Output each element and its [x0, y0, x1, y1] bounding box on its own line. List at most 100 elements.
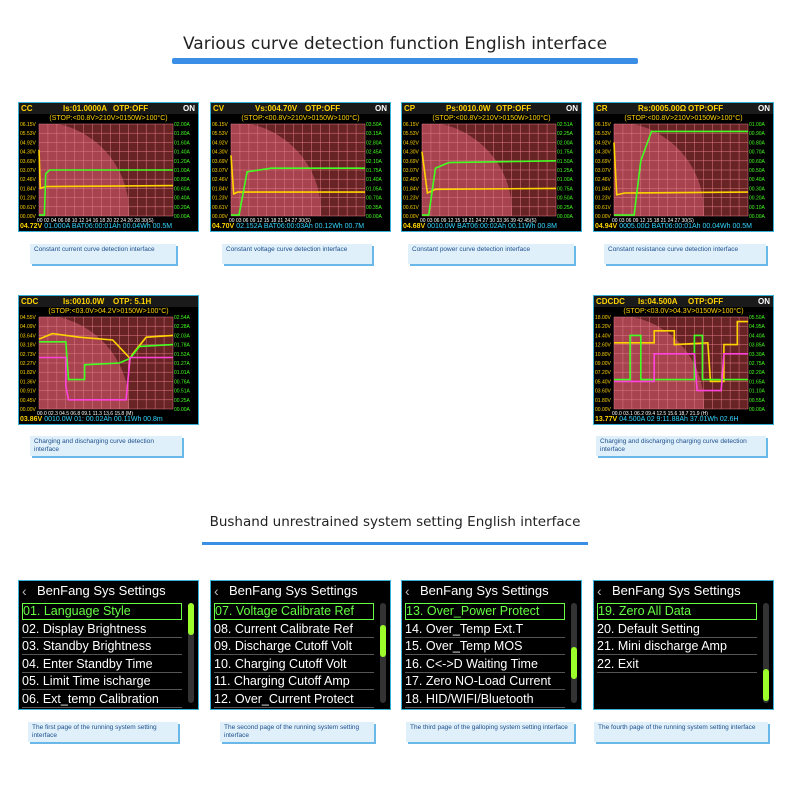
y-tick-label: 00.91V — [20, 389, 37, 395]
chart-screen-cdcdc: CDCDC Is:04.500A OTP:OFF ON (STOP:<03.0V>04.… — [593, 295, 774, 425]
curve-plot: 06.15V 05.53V 04.92V 04.30V 03.69V 03.07V 02.4… — [212, 122, 383, 224]
scrollbar-thumb[interactable] — [188, 603, 194, 635]
y2-tick-label: 02.20A — [749, 370, 766, 376]
y2-tick-label: 00.90A — [749, 131, 766, 137]
settings-item[interactable]: 15. Over_Temp MOS — [405, 638, 565, 656]
plot-background — [231, 124, 365, 216]
series-line — [38, 332, 174, 360]
y-tick-label: 07.20V — [595, 370, 612, 376]
settings-item[interactable]: 06. Ext_temp Calibration — [22, 691, 182, 708]
y2-tick-label: 00.00A — [174, 214, 191, 220]
back-arrow-icon[interactable]: ‹ — [405, 583, 410, 599]
settings-item[interactable]: 14. Over_Temp Ext.T — [405, 621, 565, 638]
y2-tick-label: 03.85A — [749, 343, 766, 349]
y-tick-label: 00.61V — [20, 205, 37, 211]
series-line — [39, 341, 174, 381]
scrollbar-thumb[interactable] — [571, 647, 577, 679]
chart-caption: Constant resistance curve detection inte… — [604, 244, 766, 264]
y-tick-label: 06.15V — [212, 122, 229, 128]
y-tick-label: 05.53V — [20, 131, 37, 137]
settings-item[interactable]: 03. Standby Brightness — [22, 638, 182, 656]
series-line — [38, 149, 174, 190]
y2-tick-label: 01.00A — [749, 122, 766, 128]
y2-tick-label: 01.75A — [557, 150, 574, 156]
settings-item[interactable]: 20. Default Setting — [597, 621, 757, 638]
y-tick-label: 03.07V — [20, 168, 37, 174]
y-tick-label: 02.46V — [403, 177, 420, 183]
y-tick-label: 05.53V — [403, 131, 420, 137]
chart-caption: Constant current curve detection interfa… — [30, 244, 176, 264]
setpoint-value: Is:04.500A — [638, 297, 678, 306]
y2-tick-label: 00.80A — [174, 177, 191, 183]
y2-tick-label: 02.75A — [749, 361, 766, 367]
y-tick-label: 03.69V — [20, 159, 37, 165]
screen-footer: 04.94V 0005.00Ω BAT06:00:01Ah 00.04Wh 00.… — [594, 222, 773, 231]
settings-title: BenFang Sys Settings — [229, 583, 358, 598]
y-tick-label: 01.84V — [212, 186, 229, 192]
y2-tick-label: 00.00A — [174, 407, 191, 413]
section-title-settings: Bushand unrestrained system setting Engl… — [209, 514, 581, 530]
settings-item[interactable]: 01. Language Style — [22, 603, 182, 620]
settings-item[interactable]: 18. HID/WIFI/Bluetooth — [405, 691, 565, 708]
scrollbar-track[interactable] — [188, 603, 194, 703]
y2-tick-label: 00.35A — [366, 205, 383, 211]
screen-header: CC Is:01.0000A OTP:OFF ON — [19, 103, 198, 114]
output-state: ON — [183, 104, 195, 113]
settings-item[interactable]: 21. Mini discharge Amp — [597, 638, 757, 656]
screen-footer: 04.70V 02.152A BAT06:00:03Ah 00.12Wh 00.7… — [211, 222, 390, 231]
scrollbar-thumb[interactable] — [763, 669, 769, 701]
settings-item[interactable]: 10. Charging Cutoff Volt — [214, 656, 374, 673]
settings-item[interactable]: 12. Over_Current Protect — [214, 691, 374, 708]
stop-conditions: (STOP:<03.0V>04.3V>0150W>100°C) — [623, 308, 744, 315]
y-tick-label: 04.09V — [20, 324, 37, 330]
y-tick-label: 03.18V — [20, 343, 37, 349]
back-arrow-icon[interactable]: ‹ — [597, 583, 602, 599]
y-tick-label: 01.23V — [20, 196, 37, 202]
y-tick-label: 05.40V — [595, 379, 612, 385]
settings-item[interactable]: 09. Discharge Cutoff Volt — [214, 638, 374, 656]
back-arrow-icon[interactable]: ‹ — [214, 583, 219, 599]
settings-caption: The fourth page of the running system se… — [594, 722, 768, 742]
y2-tick-label: 02.54A — [174, 315, 191, 321]
plot-background — [39, 124, 173, 216]
footer-readings: 01.000A BAT06:00:01Ah 00.04Wh 00.5M — [44, 223, 173, 230]
screen-header: CV Vs:004.70V OTP:OFF ON — [211, 103, 390, 114]
settings-item[interactable]: 08. Current Calibrate Ref — [214, 621, 374, 638]
screen-header: CP Ps:0010.0W OTP:OFF ON — [402, 103, 581, 114]
settings-item[interactable]: 02. Display Brightness — [22, 621, 182, 638]
screen-footer: 04.68V 0010.0W BAT06:00:02Ah 00.11Wh 00.8… — [402, 222, 581, 231]
settings-item[interactable]: 17. Zero NO-Load Current — [405, 673, 565, 691]
back-arrow-icon[interactable]: ‹ — [22, 583, 27, 599]
y-tick-label: 04.92V — [212, 140, 229, 146]
y-tick-label: 03.69V — [595, 159, 612, 165]
settings-item[interactable]: 16. C<->D Waiting Time — [405, 656, 565, 673]
y-tick-label: 01.23V — [403, 196, 420, 202]
settings-item[interactable]: 22. Exit — [597, 656, 757, 673]
y2-tick-label: 02.80A — [366, 140, 383, 146]
settings-item[interactable]: 19. Zero All Data — [597, 603, 757, 620]
settings-item[interactable]: 11. Charging Cutoff Amp — [214, 673, 374, 691]
y-tick-label: 03.69V — [403, 159, 420, 165]
series-line — [614, 320, 748, 383]
settings-item[interactable]: 04. Enter Standby Time — [22, 656, 182, 673]
curve-plot: 06.15V 05.53V 04.92V 04.30V 03.69V 03.07V 02.4… — [403, 122, 574, 224]
screen-footer: 04.72V 01.000A BAT06:00:01Ah 00.04Wh 00.5… — [19, 222, 198, 231]
scrollbar-track[interactable] — [763, 603, 769, 703]
x-tick-labels: 00 02 04 06 08 10 12 14 16 18 20 22 24 2… — [37, 218, 154, 224]
y2-tick-label: 02.28A — [174, 324, 191, 330]
settings-title: BenFang Sys Settings — [37, 583, 166, 598]
settings-item[interactable]: 13. Over_Power Protect — [405, 603, 565, 620]
chart-caption: Charging and discharging curve detection… — [30, 436, 182, 456]
y2-tick-label: 04.40A — [749, 333, 766, 339]
settings-item[interactable]: 07. Voltage Calibrate Ref — [214, 603, 374, 620]
y-tick-label: 02.46V — [212, 177, 229, 183]
y-tick-label: 09.00V — [595, 361, 612, 367]
otp-status: OTP:OFF — [496, 104, 532, 113]
scrollbar-thumb[interactable] — [380, 625, 386, 657]
footer-readings: 0010.0W BAT06:00:02Ah 00.11Wh 00.8M — [427, 223, 557, 230]
y2-tick-label: 03.50A — [366, 122, 383, 128]
y2-tick-label: 00.25A — [174, 398, 191, 404]
settings-item[interactable]: 05. Limit Time ischarge — [22, 673, 182, 691]
y2-tick-label: 02.00A — [557, 140, 574, 146]
y-tick-label: 01.82V — [20, 370, 37, 376]
